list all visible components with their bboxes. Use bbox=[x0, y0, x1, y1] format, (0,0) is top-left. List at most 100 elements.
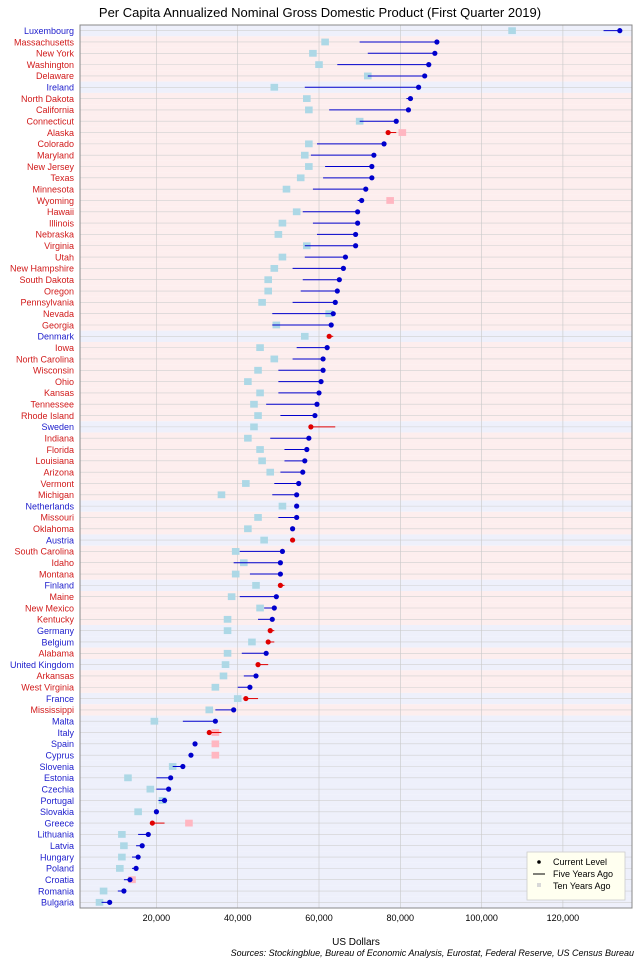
current-level-dot bbox=[318, 378, 324, 385]
ten-years-ago-marker bbox=[254, 366, 262, 374]
ten-years-ago-marker bbox=[256, 389, 264, 397]
legend-ten-square bbox=[537, 883, 541, 887]
current-level-dot bbox=[107, 899, 113, 905]
legend-ten-label: Ten Years Ago bbox=[553, 881, 611, 891]
y-tick-label: Massachusetts bbox=[14, 37, 75, 47]
current-level-dot bbox=[385, 129, 391, 136]
ten-years-ago-marker bbox=[244, 378, 252, 385]
y-tick-label: Malta bbox=[52, 717, 74, 727]
y-tick-label: Cyprus bbox=[45, 750, 74, 760]
ten-years-ago-marker bbox=[256, 446, 264, 453]
current-level-dot bbox=[302, 458, 308, 464]
y-tick-label: Utah bbox=[55, 252, 74, 262]
y-tick-label: Netherlands bbox=[25, 501, 74, 511]
y-tick-label: Czechia bbox=[41, 784, 74, 794]
current-level-dot bbox=[320, 356, 326, 362]
source-note: Sources: Stockingblue, Bureau of Economi… bbox=[231, 948, 634, 958]
current-level-dot bbox=[306, 435, 312, 441]
y-tick-label: Indiana bbox=[44, 433, 74, 443]
ten-years-ago-marker bbox=[278, 219, 287, 227]
ten-years-ago-marker bbox=[305, 140, 313, 148]
y-tick-label: Denmark bbox=[37, 332, 74, 342]
current-level-dot bbox=[326, 333, 332, 339]
ten-years-ago-marker bbox=[508, 27, 516, 35]
y-tick-label: Arizona bbox=[43, 467, 74, 477]
y-tick-label: Wyoming bbox=[37, 196, 74, 206]
legend-box bbox=[526, 851, 626, 901]
current-level-dot bbox=[342, 254, 349, 260]
y-tick-label: Wisconsin bbox=[33, 366, 74, 376]
y-tick-label: New York bbox=[36, 49, 75, 59]
y-tick-label: Montana bbox=[39, 569, 74, 579]
ten-years-ago-marker bbox=[270, 83, 279, 91]
ten-years-ago-marker bbox=[300, 332, 309, 340]
current-level-dot bbox=[381, 141, 387, 147]
current-level-dot bbox=[188, 752, 194, 758]
y-tick-label: West Virginia bbox=[21, 683, 74, 693]
y-tick-label: New Jersey bbox=[27, 162, 75, 172]
ten-years-ago-marker bbox=[363, 72, 372, 80]
ten-years-ago-marker bbox=[217, 491, 226, 499]
current-level-dot bbox=[161, 797, 168, 804]
chart-title: Per Capita Annualized Nominal Gross Dome… bbox=[99, 5, 541, 20]
current-level-dot bbox=[312, 412, 318, 419]
current-level-dot bbox=[135, 854, 141, 860]
current-level-dot bbox=[308, 424, 314, 430]
y-tick-label: Maryland bbox=[37, 150, 74, 160]
y-tick-label: Colorado bbox=[37, 139, 74, 149]
current-level-dot bbox=[300, 469, 306, 475]
current-level-dot bbox=[206, 729, 212, 736]
ten-years-ago-marker bbox=[250, 423, 258, 431]
current-level-dot bbox=[153, 809, 160, 815]
ten-years-ago-marker bbox=[118, 853, 126, 861]
ten-years-ago-marker bbox=[254, 514, 262, 521]
y-tick-label: Germany bbox=[37, 626, 75, 636]
y-tick-label: Spain bbox=[51, 739, 74, 749]
ten-years-ago-marker bbox=[256, 344, 264, 352]
ten-years-ago-marker bbox=[305, 106, 313, 114]
ten-years-ago-marker bbox=[223, 627, 232, 635]
current-level-dot bbox=[405, 107, 412, 113]
current-level-dot bbox=[294, 514, 300, 521]
y-tick-label: Sweden bbox=[41, 422, 74, 432]
y-tick-label: Vermont bbox=[40, 479, 74, 489]
current-level-dot bbox=[277, 582, 283, 588]
y-tick-label: Estonia bbox=[44, 773, 74, 783]
ten-years-ago-marker bbox=[120, 842, 128, 850]
ten-years-ago-marker bbox=[266, 468, 275, 476]
ten-years-ago-marker bbox=[264, 276, 273, 284]
ten-years-ago-marker bbox=[118, 831, 126, 838]
y-tick-label: France bbox=[46, 694, 74, 704]
current-level-dot bbox=[371, 152, 377, 158]
current-level-dot bbox=[314, 401, 320, 407]
y-tick-label: Washington bbox=[27, 60, 74, 70]
y-tick-label: Croatia bbox=[45, 875, 74, 885]
current-level-dot bbox=[139, 843, 145, 849]
ten-years-ago-marker bbox=[296, 174, 305, 182]
y-tick-label: Bulgaria bbox=[41, 898, 74, 908]
y-tick-label: Oregon bbox=[44, 286, 74, 296]
grid-lines bbox=[80, 25, 632, 908]
y-tick-label: Minnesota bbox=[32, 184, 74, 194]
x-tick-label: 120,000 bbox=[547, 913, 580, 923]
y-tick-label: Luxembourg bbox=[24, 26, 74, 36]
x-axis-label: US Dollars bbox=[332, 937, 380, 948]
y-tick-label: Rhode Island bbox=[21, 411, 74, 421]
ten-years-ago-marker bbox=[256, 604, 264, 612]
current-level-dot bbox=[369, 175, 375, 181]
y-tick-label: Connecticut bbox=[26, 117, 74, 127]
current-level-dot bbox=[180, 763, 186, 770]
ten-years-ago-marker bbox=[321, 38, 329, 46]
y-tick-label: Virginia bbox=[44, 241, 74, 251]
current-level-dot bbox=[145, 831, 151, 838]
ten-years-ago-marker bbox=[211, 683, 220, 691]
current-level-dot bbox=[289, 526, 296, 532]
current-level-dot bbox=[133, 865, 139, 871]
y-tick-label: Alaska bbox=[47, 128, 74, 138]
ten-years-ago-marker bbox=[274, 231, 283, 238]
ten-years-ago-marker bbox=[223, 615, 232, 623]
legend-five-label: Five Years Ago bbox=[553, 869, 613, 879]
ten-years-ago-marker bbox=[258, 298, 266, 306]
ten-years-ago-marker bbox=[116, 864, 124, 872]
y-tick-label: North Carolina bbox=[16, 354, 74, 364]
